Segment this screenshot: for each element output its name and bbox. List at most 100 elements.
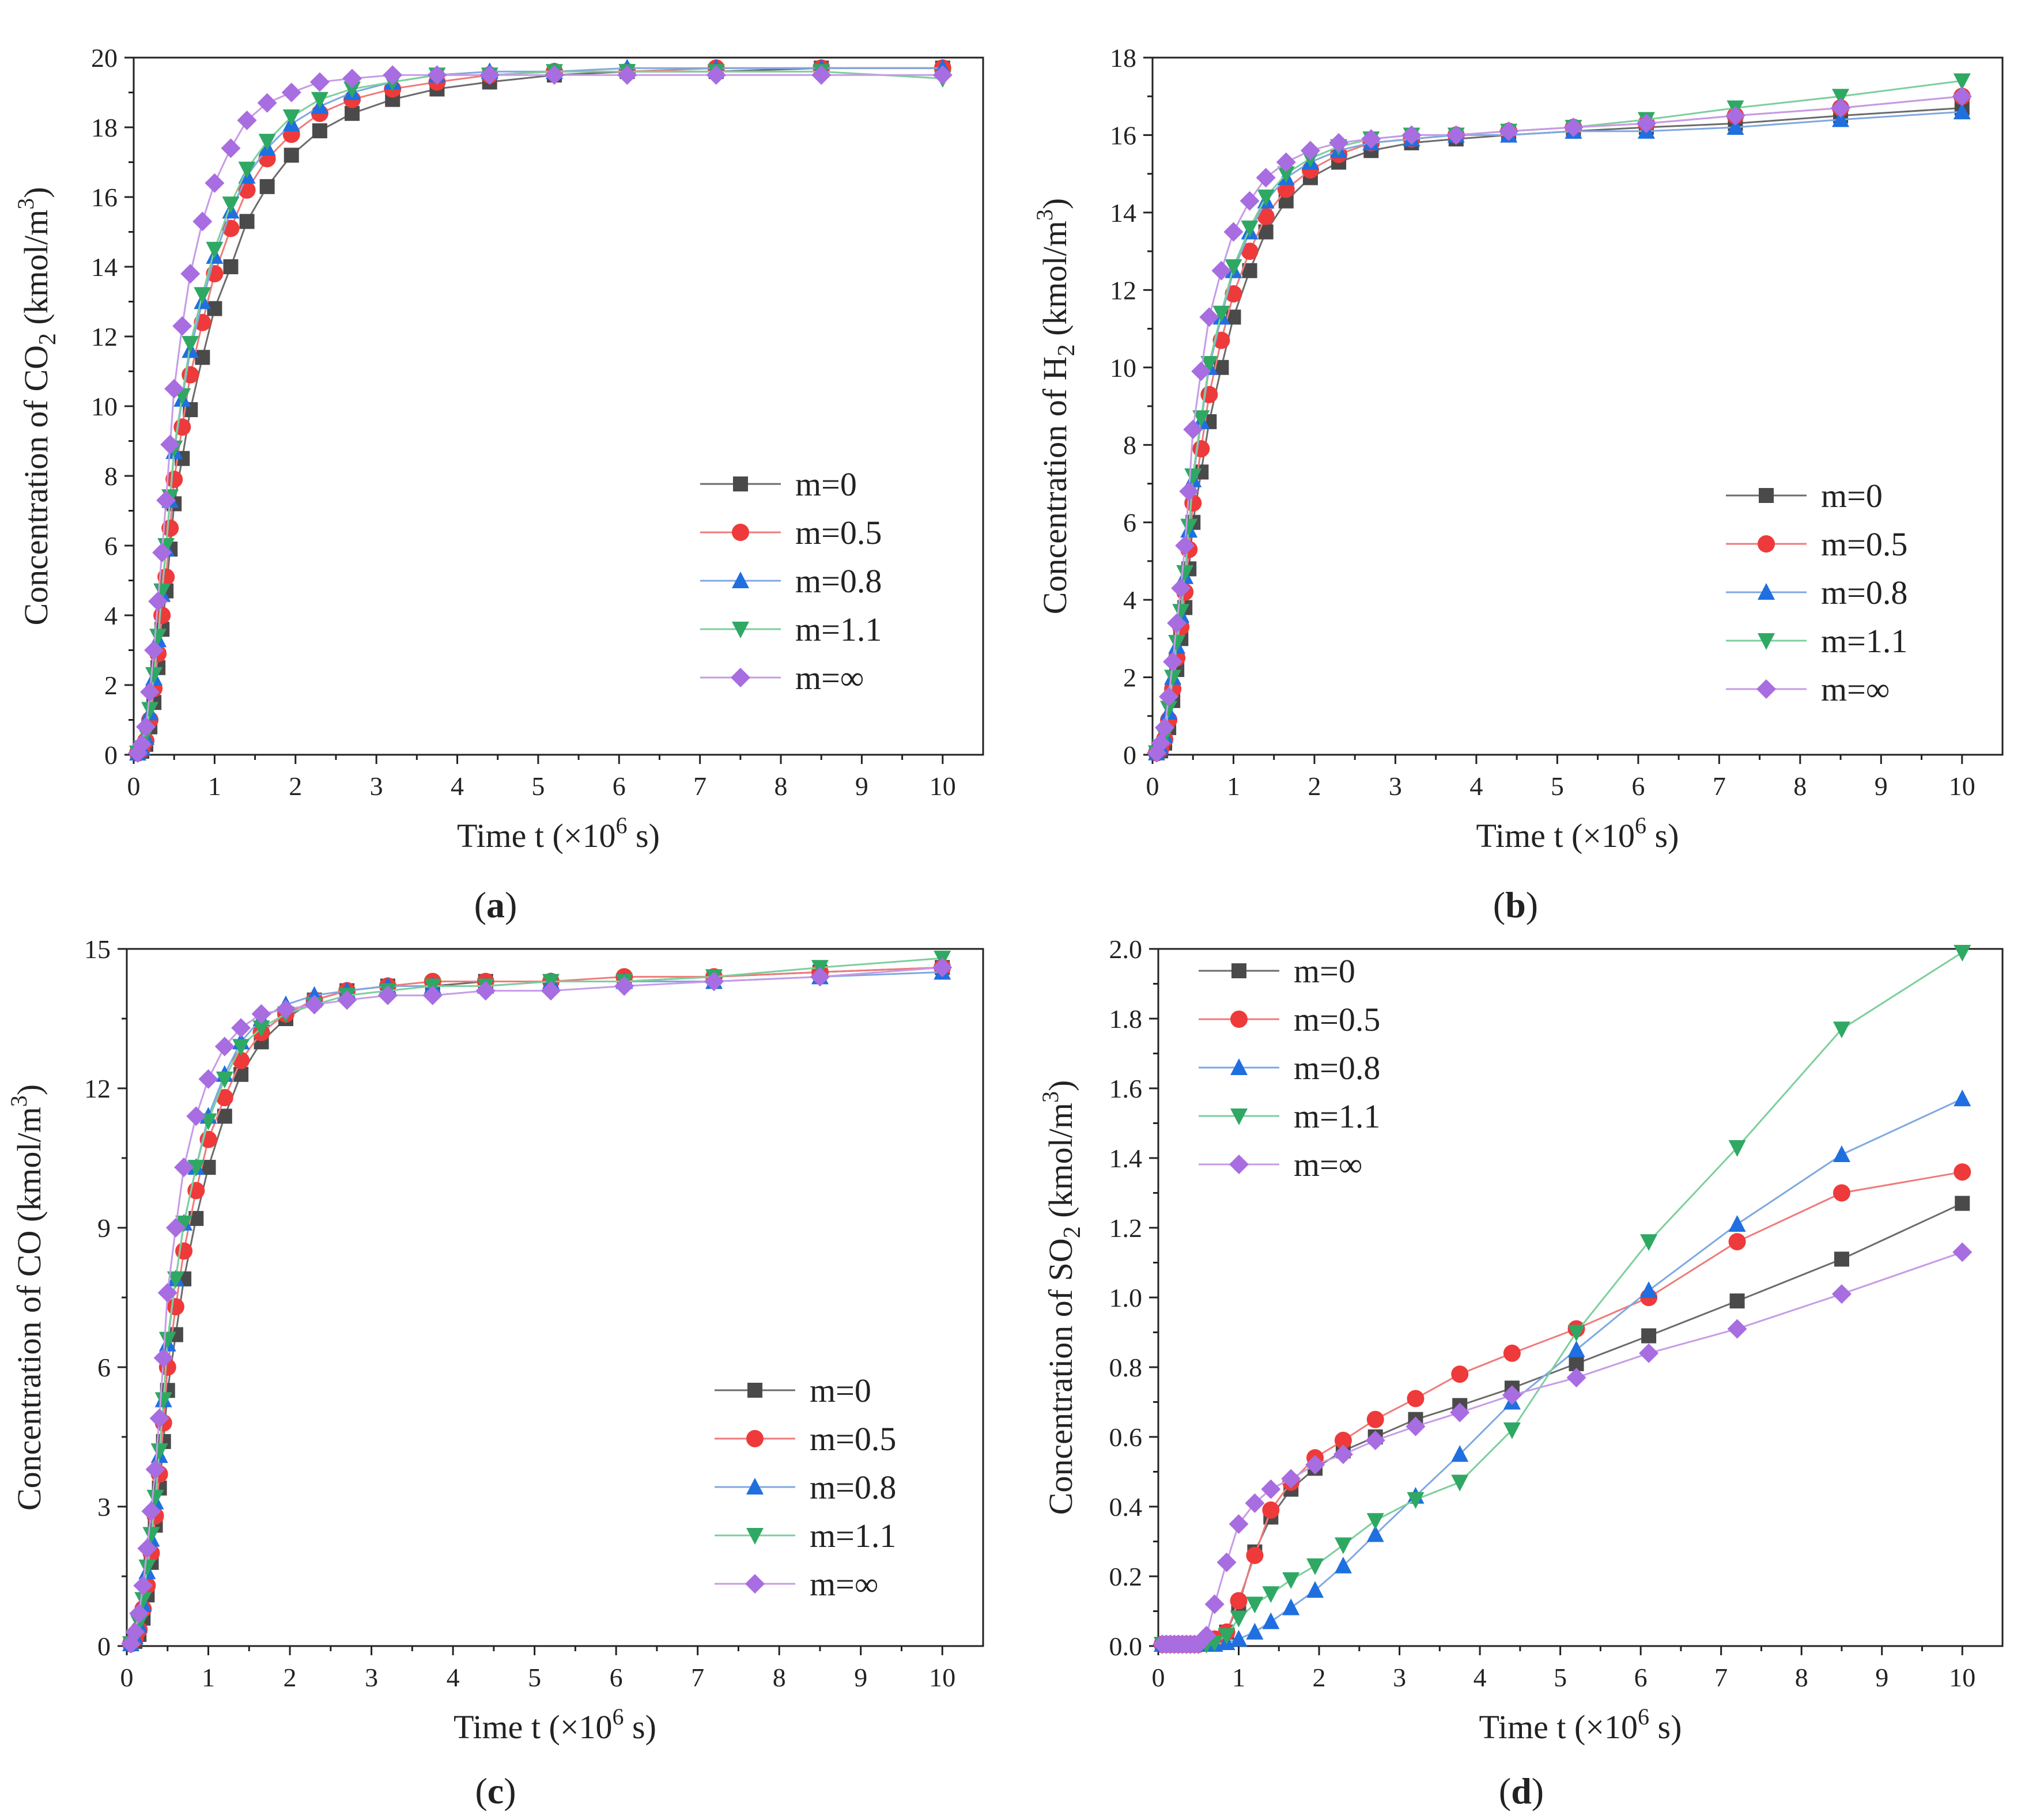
x-tick-label: 2	[1313, 1663, 1326, 1692]
data-point	[239, 214, 255, 229]
x-tick-label: 7	[1714, 1663, 1728, 1692]
legend-label: m=0.5	[1294, 1001, 1380, 1038]
y-tick-label: 4	[1123, 585, 1136, 615]
legend-label: m=1.1	[1294, 1098, 1380, 1135]
series-m=∞	[1147, 86, 1972, 763]
data-point	[1640, 1234, 1658, 1251]
data-point	[137, 1538, 157, 1558]
data-point	[141, 702, 159, 719]
data-point	[252, 1020, 270, 1038]
data-point	[1160, 701, 1178, 718]
series-line	[1162, 1202, 1963, 1645]
data-point	[1503, 1344, 1521, 1362]
y-tick-label: 1.0	[1109, 1283, 1143, 1312]
x-tick-label: 7	[691, 1663, 704, 1692]
data-point	[257, 93, 277, 113]
y-tick-label: 1.8	[1109, 1004, 1143, 1034]
data-point	[1953, 103, 1971, 120]
y-axis-title: Concentration of SO2 (kmol/m3)	[1037, 1080, 1086, 1515]
series-m=0	[1149, 100, 1970, 761]
x-tick-label: 8	[1793, 771, 1807, 801]
panel-label-close: )	[504, 1770, 516, 1811]
series-m=0.8	[1153, 1089, 1971, 1652]
data-point	[1952, 1242, 1973, 1262]
legend-swatch-marker	[731, 668, 750, 687]
data-point	[1184, 468, 1202, 485]
data-point	[1257, 207, 1275, 225]
x-tick-label: 6	[610, 1663, 623, 1692]
y-axis-title-text: Concentration of CO	[10, 1231, 48, 1511]
data-point	[223, 259, 239, 274]
data-point	[1334, 1537, 1352, 1554]
x-tick-label: 1	[1232, 1663, 1245, 1692]
data-point	[1172, 604, 1190, 621]
data-point	[198, 1069, 218, 1089]
legend-label: m=0	[795, 466, 857, 503]
data-point	[1262, 1612, 1280, 1629]
data-point	[152, 543, 172, 563]
x-tick-label: 6	[613, 771, 626, 801]
y-axis-title-exponent: 3	[1037, 1091, 1063, 1103]
data-point	[222, 196, 240, 214]
y-tick-label: 16	[1110, 120, 1136, 150]
data-point	[1212, 305, 1230, 323]
x-tick-label: 3	[370, 771, 383, 801]
data-point	[1282, 1598, 1300, 1616]
data-point	[160, 434, 180, 455]
data-point	[232, 1039, 250, 1056]
data-point	[312, 123, 327, 139]
series-line	[137, 67, 943, 754]
panel-label-letter: a	[486, 884, 505, 925]
data-point	[1728, 1233, 1746, 1251]
legend-label: m=0	[1294, 952, 1355, 990]
data-point	[1334, 1432, 1352, 1450]
data-point	[706, 65, 726, 85]
y-tick-label: 0	[97, 1632, 111, 1661]
data-point	[704, 971, 724, 992]
data-point	[1407, 1390, 1425, 1408]
panel-label-open: (	[1499, 1770, 1511, 1811]
data-point	[1728, 1140, 1746, 1157]
data-point	[1164, 669, 1182, 687]
x-axis-title-unit: s)	[1649, 1708, 1682, 1746]
data-point	[1183, 419, 1203, 440]
data-point	[1834, 1251, 1849, 1267]
legend-swatch-marker	[746, 1430, 764, 1447]
data-point	[1831, 1284, 1852, 1304]
data-point	[343, 81, 361, 99]
series-m=0	[1154, 1195, 1970, 1652]
legend-label: m=0.8	[1821, 574, 1907, 611]
y-axis-title-exponent: 3	[6, 1095, 32, 1107]
x-tick-label: 5	[531, 771, 545, 801]
data-point	[216, 1089, 233, 1107]
y-tick-label: 16	[91, 183, 118, 212]
data-point	[146, 1489, 164, 1507]
data-point	[1567, 1340, 1585, 1357]
data-point	[158, 1331, 176, 1349]
x-tick-label: 8	[774, 771, 788, 801]
data-point	[144, 640, 164, 660]
data-point	[165, 471, 183, 489]
data-point	[149, 629, 167, 646]
data-point	[1262, 1586, 1280, 1603]
data-point	[1281, 1469, 1301, 1489]
data-point	[238, 161, 256, 179]
legend-swatch-marker	[732, 524, 749, 541]
y-tick-label: 1.4	[1109, 1144, 1143, 1173]
data-point	[1218, 1628, 1236, 1645]
x-tick-label: 1	[1227, 771, 1240, 801]
y-tick-label: 8	[104, 461, 118, 491]
data-point	[1641, 1328, 1657, 1344]
legend-swatch-marker	[747, 1383, 762, 1398]
legend-label: m=∞	[1821, 671, 1890, 708]
data-point	[1503, 1422, 1521, 1439]
data-point	[422, 985, 443, 1005]
data-point	[1240, 191, 1260, 211]
x-tick-label: 6	[1631, 771, 1645, 801]
data-point	[1261, 1479, 1281, 1499]
x-tick-label: 0	[1152, 1663, 1165, 1692]
x-tick-label: 0	[1146, 771, 1159, 801]
data-point	[1329, 133, 1349, 153]
legend-swatch-marker	[1756, 679, 1776, 699]
